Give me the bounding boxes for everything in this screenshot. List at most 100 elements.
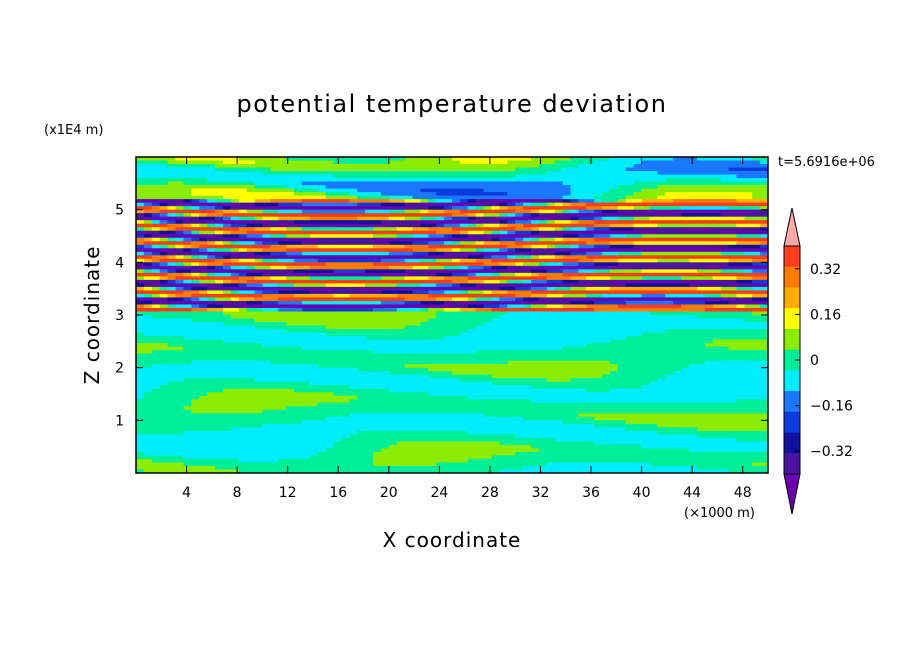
contour-cell	[238, 244, 248, 249]
contour-cell	[380, 350, 390, 355]
contour-cell	[704, 248, 714, 253]
contour-cell	[649, 223, 658, 228]
contour-cell	[412, 269, 421, 274]
contour-cell	[689, 322, 698, 327]
contour-cell	[396, 286, 406, 292]
contour-cell	[491, 171, 500, 176]
contour-cell	[531, 279, 540, 284]
contour-cell	[444, 350, 453, 355]
contour-cell	[736, 167, 745, 172]
contour-cell	[436, 199, 445, 204]
contour-cell	[720, 265, 730, 270]
contour-cell	[681, 329, 690, 334]
contour-cell	[491, 258, 500, 263]
contour-cell	[736, 223, 745, 228]
contour-cell	[641, 195, 651, 200]
contour-cell	[546, 269, 556, 274]
contour-cell	[428, 167, 437, 172]
contour-cell	[230, 220, 240, 225]
contour-cell	[349, 195, 358, 200]
contour-cell	[428, 315, 437, 320]
contour-cell	[523, 244, 532, 249]
contour-cell	[333, 185, 342, 190]
contour-cell	[420, 202, 429, 207]
contour-cell	[744, 360, 753, 365]
contour-cell	[760, 371, 768, 376]
contour-cell	[649, 241, 658, 246]
contour-cell	[325, 262, 335, 267]
contour-cell	[602, 307, 611, 313]
contour-cell	[349, 307, 358, 313]
contour-cell	[420, 293, 429, 299]
contour-cell	[380, 244, 390, 249]
contour-cell	[523, 251, 532, 256]
contour-cell	[325, 199, 335, 204]
contour-cell	[215, 269, 224, 274]
contour-cell	[341, 199, 350, 204]
contour-cell	[183, 315, 192, 320]
contour-cell	[183, 318, 192, 323]
contour-cell	[159, 336, 169, 341]
contour-cell	[720, 325, 730, 330]
contour-cell	[467, 343, 477, 348]
contour-cell	[191, 209, 200, 214]
contour-cell	[388, 374, 398, 379]
contour-cell	[215, 216, 224, 221]
contour-cell	[333, 307, 342, 313]
contour-cell	[420, 195, 429, 200]
contour-cell	[515, 265, 524, 270]
contour-cell	[760, 255, 768, 260]
contour-cell	[333, 227, 342, 232]
contour-cell	[317, 248, 327, 253]
contour-cell	[286, 227, 295, 232]
contour-cell	[278, 223, 287, 228]
contour-cell	[199, 350, 208, 355]
contour-cell	[554, 244, 564, 249]
contour-cell	[681, 258, 690, 263]
contour-cell	[151, 371, 161, 376]
contour-cell	[657, 304, 666, 309]
contour-cell	[578, 181, 587, 186]
contour-cell	[278, 286, 287, 292]
contour-cell	[681, 230, 690, 235]
contour-cell	[507, 286, 516, 292]
contour-cell	[681, 353, 690, 358]
contour-cell	[404, 329, 414, 334]
contour-cell	[752, 209, 761, 214]
contour-cell	[554, 329, 564, 334]
contour-cell	[270, 286, 279, 292]
contour-cell	[238, 353, 248, 358]
contour-cell	[349, 209, 358, 214]
contour-cell	[625, 157, 635, 162]
contour-cell	[246, 167, 256, 172]
contour-cell	[420, 241, 429, 246]
contour-cell	[452, 206, 461, 211]
contour-cell	[167, 343, 177, 348]
contour-cell	[317, 353, 327, 358]
contour-cell	[175, 364, 184, 369]
contour-cell	[554, 213, 564, 218]
contour-cell	[404, 258, 414, 263]
contour-cell	[744, 185, 753, 190]
contour-cell	[230, 241, 240, 246]
contour-cell	[760, 367, 768, 372]
contour-cell	[475, 353, 485, 358]
contour-cell	[183, 350, 192, 355]
contour-cell	[586, 336, 595, 341]
contour-cell	[436, 360, 445, 365]
contour-cell	[641, 213, 651, 218]
contour-cell	[444, 234, 453, 239]
contour-cell	[507, 251, 516, 256]
contour-cell	[625, 213, 635, 218]
contour-cell	[728, 300, 737, 306]
contour-cell	[349, 283, 358, 288]
contour-cell	[365, 167, 374, 172]
contour-cell	[262, 195, 271, 200]
contour-cell	[294, 185, 303, 190]
contour-cell	[459, 286, 469, 292]
contour-cell	[562, 364, 572, 369]
contour-cell	[728, 248, 737, 253]
contour-cell	[657, 329, 666, 334]
contour-cell	[602, 367, 611, 372]
contour-cell	[404, 202, 414, 207]
